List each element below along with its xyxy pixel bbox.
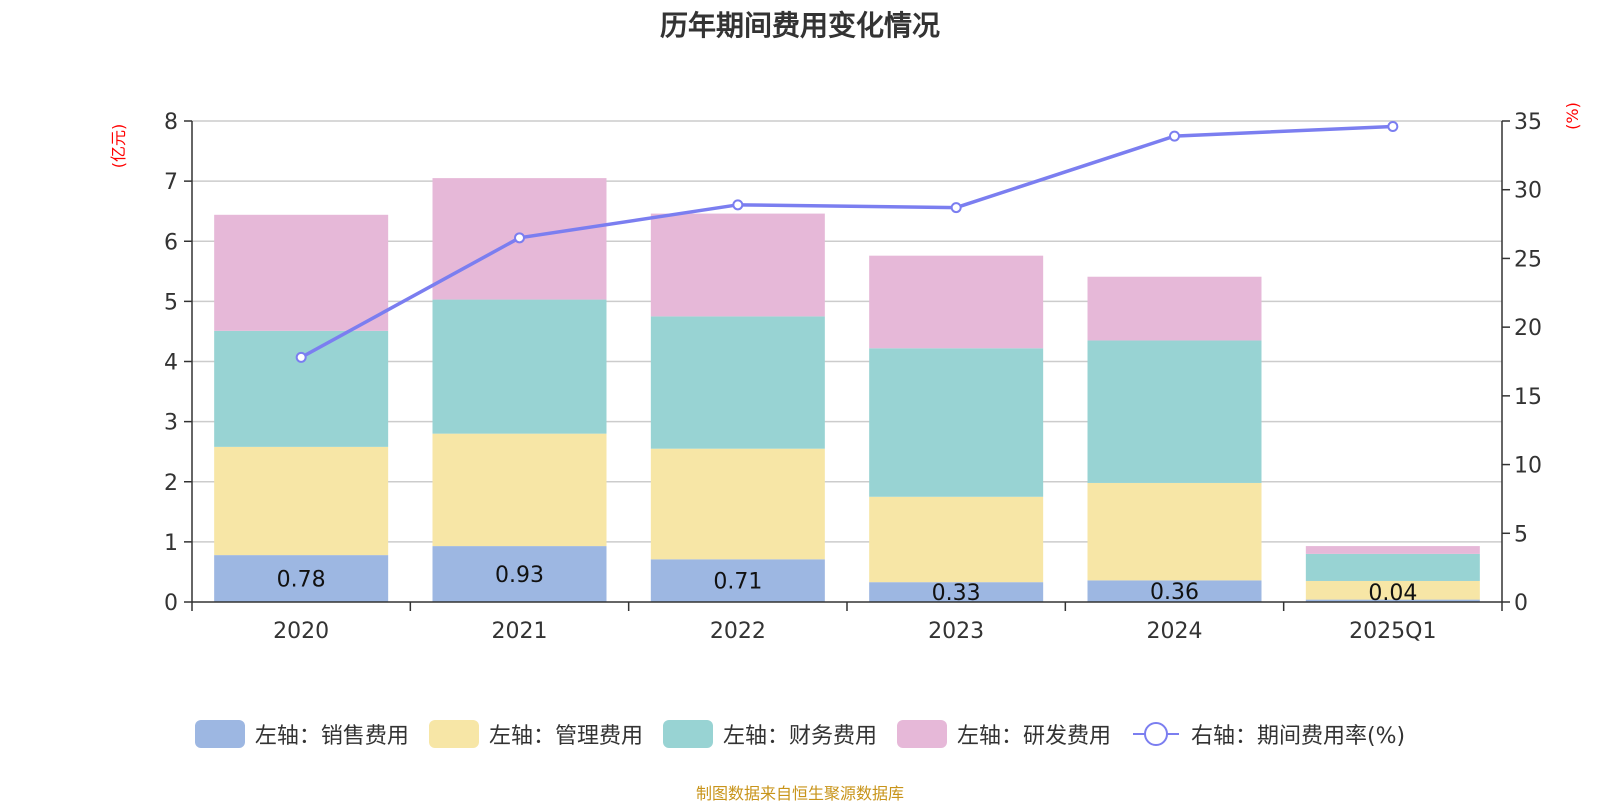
bar-segment [1305,546,1480,554]
left-tick-label: 3 [164,411,178,436]
bar-segment [869,582,1044,602]
rate-point [1169,130,1180,142]
bar-segment [1087,580,1262,602]
legend-label: 右轴：期间费用率(%) [1190,724,1406,749]
right-axis-unit: (%) [1563,102,1582,130]
x-tick-label: 2025Q1 [1349,619,1436,644]
legend-label: 左轴：财务费用 [722,724,877,749]
bar-segment [214,555,389,602]
right-tick-label: 0 [1514,591,1528,616]
gridlines [192,120,1502,543]
bar-data-label: 0.36 [1150,580,1199,605]
axes: 0 1 2 3 4 5 6 7 8 0 5 10 15 20 25 30 35 2020 2021 2022 2023 2… [164,110,1542,644]
legend-swatch [896,720,947,748]
right-tick-label: 25 [1514,247,1542,272]
chart-canvas: 0 1 2 3 4 5 6 7 8 0 5 10 15 20 25 30 35 2020 2021 2022 2023 2… [109,102,1582,644]
bar-segment [1305,580,1480,600]
x-tick-label: 2021 [492,619,548,644]
bar-segment [869,255,1044,349]
rate-point [950,202,962,214]
bar-segment [214,446,389,556]
legend-swatch [428,720,479,748]
x-tick-label: 2023 [928,619,984,644]
right-tick-label: 5 [1514,522,1528,547]
legend: 左轴：销售费用 左轴：管理费用 左轴：财务费用 左轴：研发费用 右轴：期间费用率(%) [0,718,1600,750]
bar-segment [1087,276,1262,341]
chart-title: 历年期间费用变化情况 [659,9,940,42]
right-tick-label: 30 [1514,179,1542,204]
x-tick-label: 2022 [710,619,766,644]
rate-point [732,199,744,211]
legend-label: 左轴：管理费用 [488,724,643,749]
bar-segment [650,559,825,602]
bar-segment [432,299,607,434]
legend-line-icon [1132,722,1179,746]
rate-point [514,232,525,244]
legend-item[interactable]: 右轴：期间费用率(%) [1131,718,1405,750]
bar-segment [1305,599,1480,602]
bar-series [214,178,1480,602]
bar-segment [432,433,607,547]
legend-swatch [194,720,245,748]
right-tick-label: 35 [1514,110,1542,135]
bar-segment [650,448,825,560]
left-tick-label: 5 [164,290,178,315]
left-tick-label: 8 [164,110,178,135]
right-tick-label: 20 [1514,316,1542,341]
bar-segment [1087,482,1262,581]
rate-point [1387,120,1399,132]
left-axis-unit: (亿元) [109,124,128,169]
legend-label: 左轴：研发费用 [956,724,1111,749]
bar-data-label: 0.33 [932,581,981,606]
bar-segment [432,546,607,602]
bar-segment [214,214,389,331]
right-tick-label: 15 [1514,385,1542,410]
legend-item[interactable]: 左轴：研发费用 [896,718,1111,750]
bar-segment [1087,340,1262,483]
bar-data-label: 0.71 [713,570,762,595]
rate-point [295,351,307,363]
bar-segment [650,316,825,449]
left-tick-label: 7 [164,170,178,195]
left-tick-label: 1 [164,531,178,556]
right-tick-label: 10 [1514,454,1542,479]
left-tick-label: 4 [164,351,178,376]
rate-line-series [295,120,1399,363]
left-tick-label: 2 [164,471,178,496]
left-tick-label: 6 [164,230,178,255]
bar-data-label: 0.04 [1368,581,1417,606]
legend-item[interactable]: 左轴：财务费用 [662,718,877,750]
x-tick-label: 2020 [273,619,329,644]
legend-item[interactable]: 左轴：销售费用 [194,718,409,750]
source-note: 制图数据来自恒生聚源数据库 [695,784,904,803]
rate-line [300,124,1393,359]
left-tick-label: 0 [164,591,178,616]
legend-swatch [662,720,713,748]
bar-segment [214,330,389,447]
bar-segment [869,496,1044,583]
bar-segment [869,348,1044,497]
legend-item[interactable]: 左轴：管理费用 [428,718,643,750]
bar-data-label: 0.93 [495,563,544,588]
legend-label: 左轴：销售费用 [254,724,409,749]
bar-segment [1305,553,1480,581]
bar-segment [650,213,825,317]
x-tick-label: 2024 [1147,619,1203,644]
data-labels: 0.78 0.93 0.71 0.33 0.36 0.04 [277,563,1418,606]
bar-data-label: 0.78 [277,568,326,593]
